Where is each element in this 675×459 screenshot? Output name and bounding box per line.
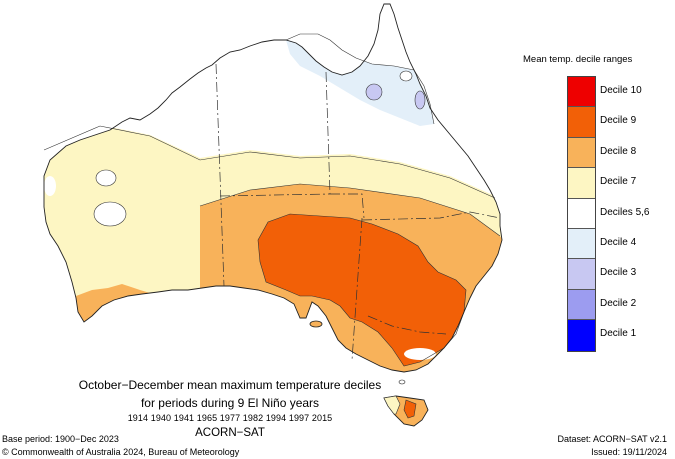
legend-labels: Decile 10 Decile 9 Decile 8 Decile 7 Deciles… xyxy=(600,76,649,350)
legend-title: Mean temp. decile ranges xyxy=(523,54,633,65)
decile-boundary xyxy=(199,183,501,237)
island xyxy=(398,379,406,385)
base-period: Base period: 1900−Dec 2023 xyxy=(2,434,119,444)
decile-3-patch xyxy=(414,90,426,110)
legend-label: Decile 10 xyxy=(600,85,642,96)
el-nino-years: 1914 1940 1941 1965 1977 1982 1994 1997 … xyxy=(127,413,333,423)
legend-swatch xyxy=(568,259,595,290)
state-border-wa xyxy=(215,63,225,287)
dataset-version: Dataset: ACORN−SAT v2.1 xyxy=(557,434,667,444)
legend-label: Decile 9 xyxy=(600,115,637,127)
decile-5-6-patch xyxy=(44,176,56,196)
legend-color-bar xyxy=(567,76,596,352)
legend-label: Decile 2 xyxy=(600,297,637,309)
legend-swatch xyxy=(568,228,595,260)
kangaroo-island xyxy=(309,320,323,328)
legend-label: Decile 7 xyxy=(600,176,637,188)
legend-label: Decile 8 xyxy=(600,145,637,157)
tasmania-decile-9 xyxy=(403,399,417,419)
issued-date: Issued: 19/11/2024 xyxy=(591,447,667,457)
decile-5-6-patch xyxy=(404,348,436,360)
map-title: October−December mean maximum temperatur… xyxy=(78,378,382,392)
decile-9-region xyxy=(258,214,466,366)
decile-boundary xyxy=(93,201,127,227)
legend-swatch xyxy=(568,77,595,108)
decile-5-6-patch xyxy=(96,170,116,186)
legend-label: Decile 3 xyxy=(600,267,637,279)
legend-swatch xyxy=(568,137,595,169)
legend-swatch xyxy=(568,320,595,351)
state-border-sa-nsw xyxy=(351,217,363,361)
copyright: © Commonwealth of Australia 2024, Bureau… xyxy=(2,447,240,457)
decile-3-patch xyxy=(365,83,383,101)
state-border-nt-sa xyxy=(219,193,331,197)
state-border-qld-nsw xyxy=(361,211,501,221)
decile-boundary xyxy=(95,169,117,187)
state-border-nt-qld xyxy=(325,71,331,195)
legend-swatch xyxy=(568,289,595,321)
legend-label: Decile 1 xyxy=(600,328,637,340)
legend-label: Deciles 5,6 xyxy=(600,206,650,218)
tasmania-decile-7 xyxy=(383,395,401,415)
legend-swatch xyxy=(568,168,595,199)
decile-5-6-patch xyxy=(94,202,126,226)
state-border-nsw-vic xyxy=(367,315,447,335)
legend-label: Decile 4 xyxy=(600,236,637,248)
australia-decile-map xyxy=(43,3,503,427)
decile-boundary xyxy=(43,125,496,199)
dataset-name: ACORN−SAT xyxy=(195,427,265,439)
decile-5-6-patch xyxy=(399,70,413,82)
legend-swatch xyxy=(568,198,595,229)
legend-swatch xyxy=(568,107,595,138)
state-border-sa-qld xyxy=(330,193,365,219)
map-subtitle: for periods during 9 El Niño years xyxy=(140,396,320,410)
